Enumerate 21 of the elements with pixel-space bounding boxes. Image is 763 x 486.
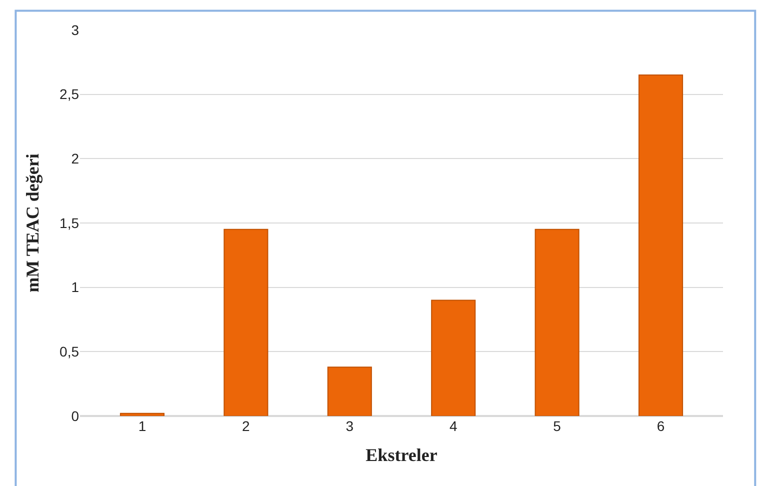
bar: [327, 366, 372, 416]
y-tick-label: 3: [71, 22, 80, 38]
x-tick-label: 6: [656, 418, 665, 434]
x-tick-label: 3: [346, 418, 354, 434]
y-tick-label: 2: [71, 150, 80, 167]
bar: [534, 228, 580, 416]
x-axis-title: Ekstreler: [366, 445, 438, 466]
bar: [638, 74, 684, 416]
bar: [431, 300, 476, 416]
y-tick-label: 0: [71, 408, 80, 424]
x-tick-label: 1: [138, 418, 146, 434]
x-tick-label: 2: [242, 418, 250, 434]
x-tick-label: 4: [449, 418, 458, 434]
x-tick-label: 5: [553, 418, 562, 434]
bar: [120, 412, 164, 416]
y-tick-label: 2,5: [60, 86, 80, 102]
y-axis-title: mM TEAC değeri: [22, 154, 43, 292]
y-tick-label: 1,5: [60, 214, 80, 231]
y-tick-label: 1: [71, 279, 80, 296]
bar: [224, 228, 268, 416]
y-tick-label: 0,5: [60, 344, 80, 360]
